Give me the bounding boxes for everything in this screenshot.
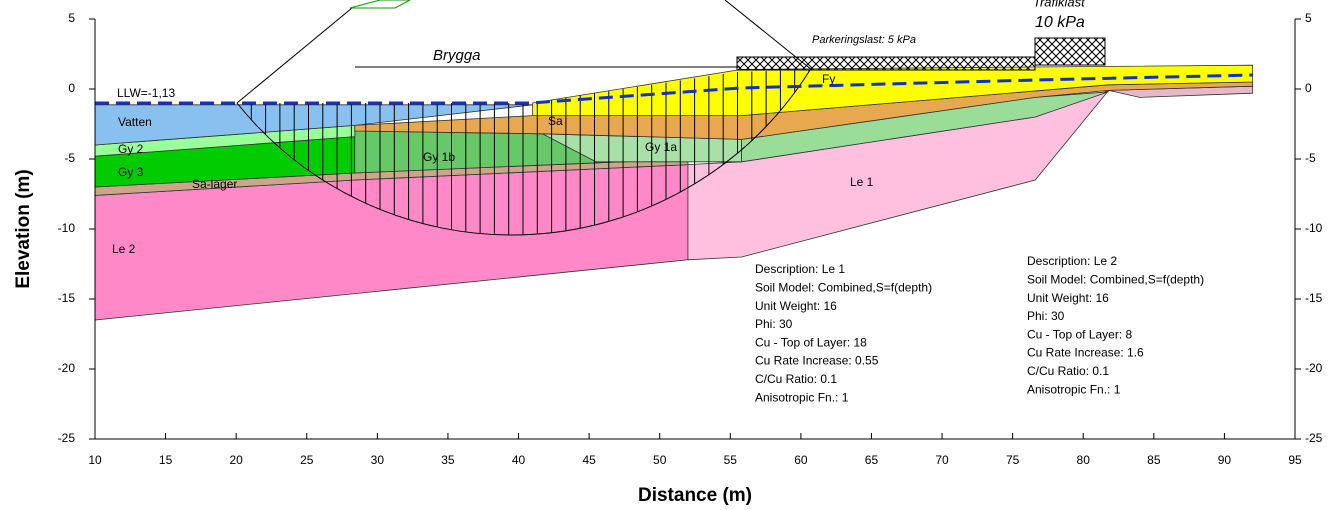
- y-tick-label: 5: [68, 11, 75, 25]
- x-tick-label: 45: [582, 453, 596, 467]
- x-tick-label: 75: [1006, 453, 1020, 467]
- description-line: Cu - Top of Layer: 18: [755, 335, 867, 349]
- x-tick-label: 20: [229, 453, 243, 467]
- region-label: Le 2: [112, 242, 136, 256]
- y-tick-label: -5: [64, 151, 75, 165]
- region-label: Vatten: [118, 115, 152, 129]
- description-line: C/Cu Ratio: 0.1: [755, 372, 837, 386]
- annotation: Parkeringslast: 5 kPa: [812, 34, 916, 46]
- description-line: Cu Rate Increase: 1.6: [1027, 346, 1144, 360]
- region-label: Sa-lager: [192, 177, 237, 191]
- y-tick-label: -10: [58, 221, 76, 235]
- chart: Brygga Parkeringslast: 5 kPa Trafiklast …: [0, 0, 1344, 510]
- y-tick-label: -5: [1305, 151, 1316, 165]
- description-line: Anisotropic Fn.: 1: [755, 390, 849, 404]
- description-line: Phi: 30: [755, 317, 793, 331]
- region-label: Le 1: [850, 175, 874, 189]
- y-tick-label: 0: [68, 81, 75, 95]
- annotation: Brygga: [433, 47, 481, 64]
- region-label: Fy: [822, 72, 835, 86]
- description-line: Unit Weight: 16: [755, 299, 837, 313]
- y-tick-label: -15: [58, 291, 76, 305]
- y-tick-label: 0: [1305, 81, 1312, 95]
- x-tick-label: 80: [1077, 453, 1091, 467]
- y-tick-label: -20: [58, 361, 76, 375]
- x-tick-label: 70: [935, 453, 949, 467]
- x-tick-label: 55: [724, 453, 738, 467]
- y-tick-label: 5: [1305, 11, 1312, 25]
- x-tick-label: 90: [1218, 453, 1232, 467]
- x-tick-label: 95: [1288, 453, 1302, 467]
- description-line: Description: Le 1: [755, 262, 845, 276]
- y-tick-label: -25: [1305, 431, 1323, 445]
- y-tick-label: -15: [1305, 291, 1323, 305]
- region-label: Sa: [548, 114, 563, 128]
- x-axis-title: Distance (m): [638, 485, 752, 506]
- description-line: Soil Model: Combined,S=f(depth): [755, 280, 932, 294]
- radius-line: [237, 8, 352, 103]
- description-line: Unit Weight: 16: [1027, 291, 1109, 305]
- description-line: Soil Model: Combined,S=f(depth): [1027, 272, 1204, 286]
- x-tick-label: 25: [300, 453, 314, 467]
- y-axis-title: Elevation (m): [13, 169, 34, 288]
- region-label: Gy 1a: [645, 140, 677, 154]
- parking-load: [737, 57, 1035, 70]
- description-line: C/Cu Ratio: 0.1: [1027, 364, 1109, 378]
- annotation: Trafiklast: [1033, 0, 1086, 9]
- x-tick-label: 15: [159, 453, 173, 467]
- y-tick-label: -10: [1305, 221, 1323, 235]
- grid-box: [350, 0, 410, 8]
- x-tick-label: 10: [88, 453, 102, 467]
- description-line: Cu Rate Increase: 0.55: [755, 354, 879, 368]
- y-tick-label: -20: [1305, 361, 1323, 375]
- description-line: Anisotropic Fn.: 1: [1027, 382, 1121, 396]
- x-tick-label: 30: [371, 453, 385, 467]
- x-tick-label: 65: [865, 453, 879, 467]
- description-line: Phi: 30: [1027, 309, 1065, 323]
- x-tick-label: 50: [653, 453, 667, 467]
- region-label: Gy 2: [118, 142, 144, 156]
- annotation: 10 kPa: [1035, 14, 1085, 31]
- description-line: Cu - Top of Layer: 8: [1027, 327, 1132, 341]
- x-tick-label: 35: [441, 453, 455, 467]
- x-tick-label: 40: [512, 453, 526, 467]
- x-tick-label: 85: [1147, 453, 1161, 467]
- region-label: Gy 1b: [423, 150, 455, 164]
- annotation: LLW=-1,13: [117, 86, 175, 100]
- traffic-load: [1035, 38, 1105, 65]
- region-label: Gy 3: [118, 165, 144, 179]
- y-tick-label: -25: [58, 431, 76, 445]
- x-tick-label: 60: [794, 453, 808, 467]
- description-line: Description: Le 2: [1027, 254, 1117, 268]
